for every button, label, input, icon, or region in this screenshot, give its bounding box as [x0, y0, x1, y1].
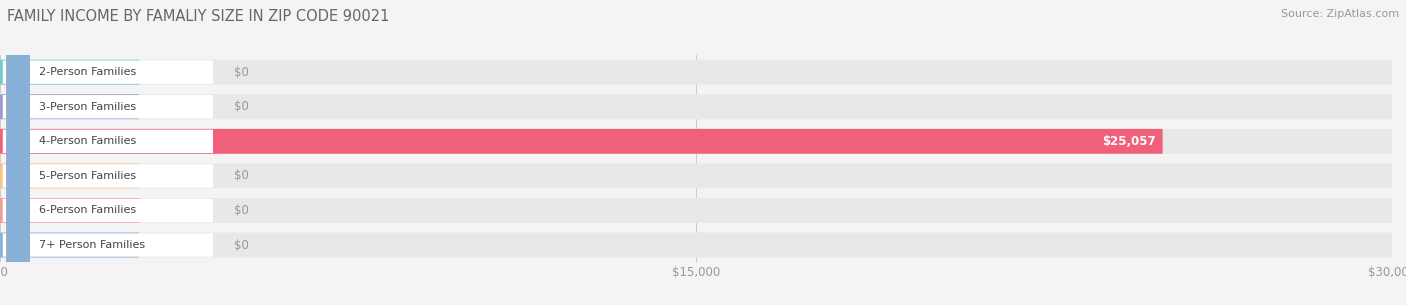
Circle shape: [7, 0, 30, 305]
FancyBboxPatch shape: [3, 60, 212, 84]
FancyBboxPatch shape: [0, 198, 139, 223]
FancyBboxPatch shape: [3, 95, 212, 118]
FancyBboxPatch shape: [0, 60, 1392, 84]
FancyBboxPatch shape: [0, 163, 1392, 188]
Text: 4-Person Families: 4-Person Families: [39, 136, 136, 146]
FancyBboxPatch shape: [0, 163, 139, 188]
Circle shape: [7, 0, 30, 305]
Circle shape: [7, 0, 30, 305]
FancyBboxPatch shape: [3, 164, 212, 188]
Text: 3-Person Families: 3-Person Families: [39, 102, 136, 112]
FancyBboxPatch shape: [0, 198, 1392, 223]
Text: $0: $0: [233, 239, 249, 252]
Text: 7+ Person Families: 7+ Person Families: [39, 240, 145, 250]
FancyBboxPatch shape: [0, 233, 139, 257]
Text: FAMILY INCOME BY FAMALIY SIZE IN ZIP CODE 90021: FAMILY INCOME BY FAMALIY SIZE IN ZIP COD…: [7, 9, 389, 24]
Text: 2-Person Families: 2-Person Families: [39, 67, 136, 77]
FancyBboxPatch shape: [0, 94, 1392, 119]
Circle shape: [7, 0, 30, 305]
FancyBboxPatch shape: [3, 199, 212, 222]
FancyBboxPatch shape: [3, 233, 212, 257]
FancyBboxPatch shape: [0, 129, 1163, 154]
Text: $0: $0: [233, 169, 249, 182]
FancyBboxPatch shape: [0, 129, 1392, 154]
Text: 6-Person Families: 6-Person Families: [39, 206, 136, 215]
FancyBboxPatch shape: [0, 60, 139, 84]
Text: $25,057: $25,057: [1102, 135, 1156, 148]
Text: $0: $0: [233, 204, 249, 217]
Text: $0: $0: [233, 100, 249, 113]
Circle shape: [7, 0, 30, 305]
Text: Source: ZipAtlas.com: Source: ZipAtlas.com: [1281, 9, 1399, 19]
FancyBboxPatch shape: [3, 130, 212, 153]
FancyBboxPatch shape: [0, 233, 1392, 257]
Text: 5-Person Families: 5-Person Families: [39, 171, 136, 181]
Circle shape: [7, 0, 30, 305]
Text: $0: $0: [233, 66, 249, 79]
FancyBboxPatch shape: [0, 94, 139, 119]
